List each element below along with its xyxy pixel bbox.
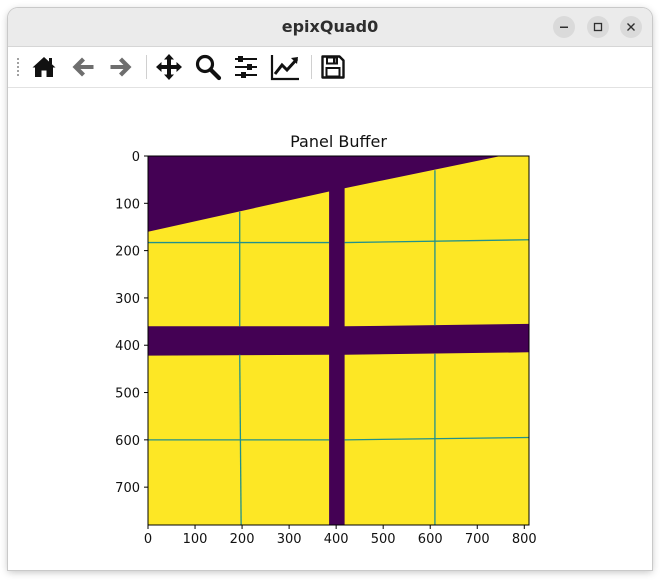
- home-button[interactable]: [28, 51, 60, 83]
- sliders-icon: [235, 56, 257, 78]
- heatmap-plot[interactable]: Panel Buffer 0 100 200 300 400 500 600 700 800 0 10…: [8, 88, 652, 570]
- heatmap-seam-1: [344, 239, 530, 244]
- toolbar-separator: [311, 55, 312, 79]
- x-tick-label: 100: [183, 532, 208, 547]
- heatmap-seam-3: [344, 436, 530, 441]
- arrow-left-icon: [72, 57, 94, 77]
- axes-frame: [147, 155, 530, 526]
- x-tick-label: 700: [465, 532, 490, 547]
- y-tick-label: 300: [115, 292, 140, 307]
- x-tick-label: 800: [512, 532, 537, 547]
- close-button[interactable]: [620, 16, 642, 38]
- navigation-toolbar: [8, 47, 652, 88]
- back-button[interactable]: [67, 51, 99, 83]
- pan-button[interactable]: [153, 51, 185, 83]
- home-icon: [32, 57, 56, 77]
- maximize-icon: [593, 22, 603, 32]
- zoom-button[interactable]: [192, 51, 224, 83]
- save-button[interactable]: [317, 51, 349, 83]
- close-icon: [627, 23, 635, 31]
- arrow-right-icon: [110, 57, 132, 77]
- y-tick-label: 200: [115, 245, 140, 260]
- x-tick-label: 600: [418, 532, 443, 547]
- magnifier-icon: [195, 54, 222, 81]
- y-tick-label: 0: [132, 150, 140, 165]
- x-tick-label: 300: [277, 532, 302, 547]
- y-tick-label: 400: [115, 339, 140, 354]
- y-tick-label: 100: [115, 197, 140, 212]
- floppy-disk-icon: [321, 55, 345, 79]
- app-window: epixQuad0: [8, 8, 652, 570]
- line-chart-icon: [270, 55, 299, 81]
- x-tick-label: 400: [324, 532, 349, 547]
- x-tick-label: 500: [371, 532, 396, 547]
- plot-title: Panel Buffer: [290, 132, 387, 151]
- configure-subplots-button[interactable]: [230, 51, 262, 83]
- title-bar[interactable]: epixQuad0: [8, 8, 652, 47]
- figure-canvas[interactable]: Panel Buffer 0 100 200 300 400 500 600 700 800 0 10…: [8, 88, 652, 570]
- window-title: epixQuad0: [281, 17, 379, 36]
- heatmap-seam-5: [239, 354, 242, 526]
- edit-axis-button[interactable]: [269, 51, 301, 83]
- maximize-button[interactable]: [587, 16, 609, 38]
- minimize-icon: [560, 26, 568, 28]
- heatmap-panel-0: [148, 191, 330, 327]
- y-tick-label: 500: [115, 387, 140, 402]
- toolbar-grip[interactable]: [16, 57, 20, 77]
- minimize-button[interactable]: [553, 16, 575, 38]
- x-tick-label: 0: [144, 532, 152, 547]
- y-tick-label: 600: [115, 434, 140, 449]
- y-tick-label: 700: [115, 481, 140, 496]
- move-icon: [156, 54, 182, 80]
- x-tick-label: 200: [230, 532, 255, 547]
- toolbar-separator: [146, 55, 147, 79]
- forward-button[interactable]: [105, 51, 137, 83]
